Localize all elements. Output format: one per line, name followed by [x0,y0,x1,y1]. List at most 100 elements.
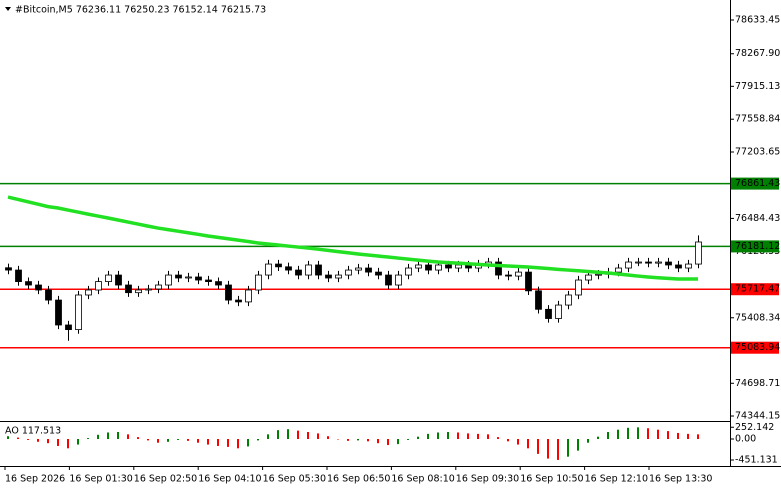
candle-body [165,274,172,286]
candle-body [655,261,662,264]
candle-body [585,274,592,281]
level-box [731,341,779,354]
x-tick-label: 16 Sep 09:30 [456,474,519,485]
candle-body [205,279,212,283]
y-tick-label: 76484.43 [735,213,780,224]
candle-body [25,281,32,286]
candle-body [215,281,222,286]
candle-body [245,289,252,303]
candle-body [535,290,542,310]
y-tick-label: 74344.15 [735,411,780,422]
candle-body [615,267,622,273]
y-tick-label: 74698.71 [735,378,780,389]
y-tick-label: 75408.34 [735,312,780,323]
x-tick-label: 16 Sep 05:30 [263,474,326,485]
candle-body [255,274,262,291]
x-tick-label: 16 Sep 04:10 [198,474,261,485]
candle-body [85,289,92,296]
moving-average [7,195,698,281]
candle-body [275,263,282,268]
candle-body [525,271,532,292]
y-tick-label: 77203.65 [735,147,780,158]
x-tick-label: 16 Sep 08:10 [391,474,454,485]
level-label: 75717.47 [735,284,780,295]
candle-body [195,276,202,281]
level-label: 76861.43 [735,178,780,189]
ao-y-tick-label: 0.00 [735,433,756,444]
candle-body [625,261,632,269]
candle-body [675,264,682,269]
candle-body [225,284,232,301]
candle-body [235,299,242,303]
level-label: 75083.94 [735,342,780,353]
candle-body [375,271,382,276]
y-tick-label: 78633.45 [735,14,780,25]
y-tick-label: 77558.84 [735,114,780,125]
x-tick-label: 16 Sep 06:50 [327,474,390,485]
level-label: 76181.12 [735,241,780,252]
candle-body [555,304,562,319]
x-tick-label: 16 Sep 2026 [5,474,65,485]
candle-body [635,261,642,264]
candle-body [505,274,512,277]
x-tick-label: 16 Sep 12:10 [585,474,648,485]
candle-body [425,264,432,271]
candle-body [495,261,502,276]
candle-body [545,308,552,319]
chart-title: #Bitcoin,M5 76236.11 76250.23 76152.14 7… [15,5,266,16]
candle-body [55,299,62,326]
candle-body [565,294,572,306]
candle-body [105,274,112,283]
candle-body [315,264,322,276]
ao-y-tick-label: -451.131 [735,454,778,465]
candle-body [45,289,52,301]
y-tick-label: 78267.90 [735,48,780,59]
candle-body [185,276,192,279]
candle-body [125,284,132,294]
candle-body [115,274,122,286]
candle-body [575,279,582,296]
candle-body [175,274,182,279]
candle-body [265,263,272,276]
level-box [731,283,779,296]
candle-body [335,274,342,279]
candle-body [5,267,12,271]
x-tick-label: 16 Sep 01:30 [69,474,132,485]
candle-body [385,274,392,286]
candle-body [325,274,332,279]
candle-body [515,271,522,277]
x-tick-label: 16 Sep 02:50 [134,474,197,485]
candle-body [155,284,162,290]
candle-body [345,269,352,276]
candle-body [295,269,302,276]
level-box [731,240,779,253]
candle-body [595,273,602,276]
candle-body [395,274,402,286]
candle-body [355,267,362,271]
level-box [731,177,779,190]
x-tick-label: 16 Sep 13:30 [649,474,712,485]
ao-label: AO 117.513 [5,426,61,437]
candle-body [415,264,422,269]
candle-body [305,264,312,276]
candle-body [285,266,292,271]
menu-triangle [5,7,11,11]
candle-body [145,288,152,291]
candle-body [455,264,462,269]
candle-body [65,324,72,331]
candle-body [435,264,442,271]
candle-body [135,289,142,294]
candle-body [645,261,652,264]
x-tick-label: 16 Sep 10:50 [520,474,583,485]
candle-body [405,267,412,276]
candle-body [35,284,42,291]
candle-body [445,264,452,269]
candle-body [685,263,692,269]
y-tick-label: 77915.13 [735,81,780,92]
candle-body [365,267,372,273]
candle-body [75,294,82,331]
candle-body [695,241,702,265]
